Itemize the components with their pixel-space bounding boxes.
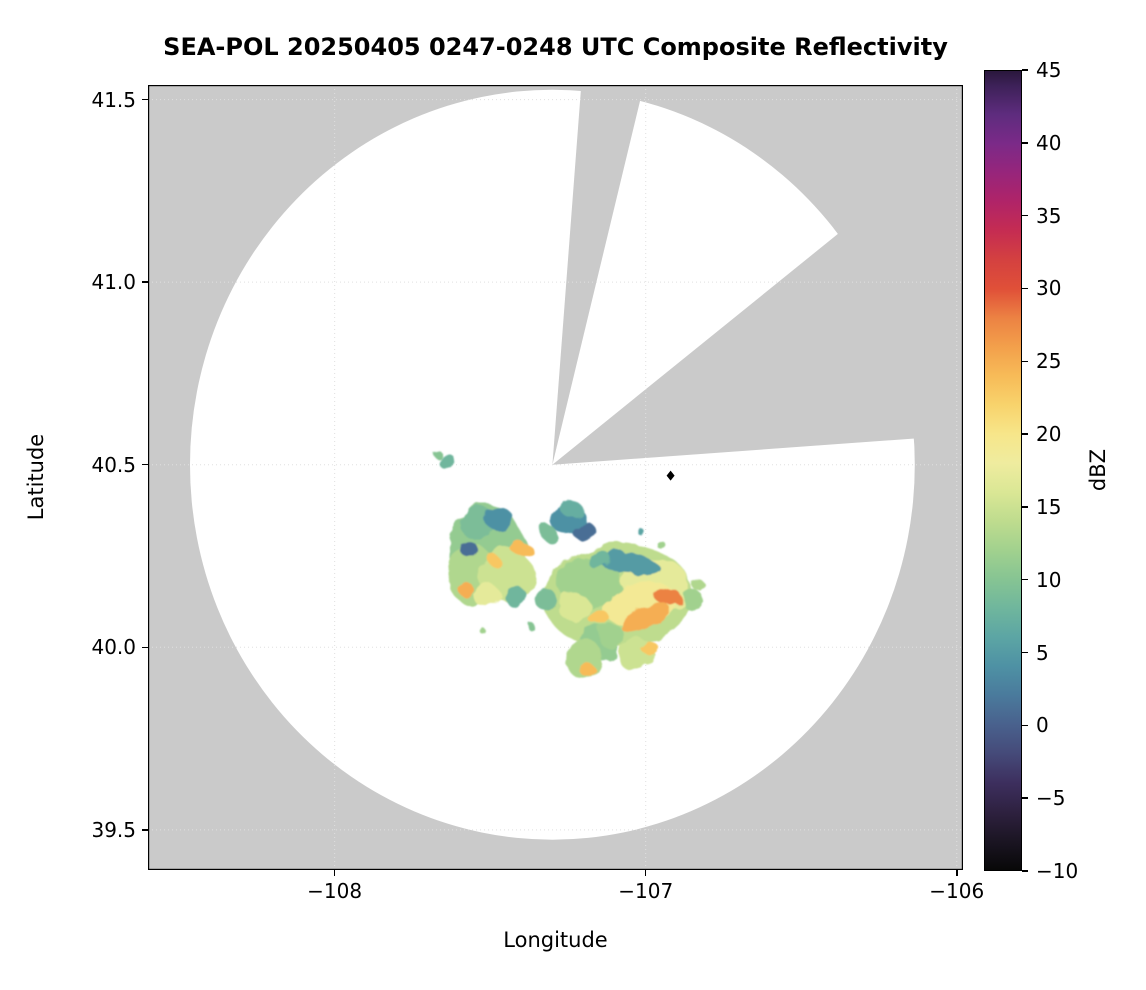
reflectivity-echo bbox=[621, 604, 670, 632]
x-tick-label: −107 bbox=[618, 879, 674, 903]
colorbar-tick-mark bbox=[1022, 651, 1028, 654]
plot-frame bbox=[148, 85, 963, 870]
y-tick-label: 41.5 bbox=[91, 87, 136, 112]
reflectivity-echo bbox=[681, 589, 704, 611]
reflectivity-echo bbox=[596, 553, 659, 573]
reflectivity-echo bbox=[511, 540, 531, 557]
plot-area bbox=[148, 85, 963, 870]
colorbar-label: dBZ bbox=[1086, 448, 1110, 492]
chart-title: SEA-POL 20250405 0247-0248 UTC Composite… bbox=[163, 33, 948, 61]
colorbar-tick-mark bbox=[1022, 360, 1028, 363]
colorbar-tick-label: 30 bbox=[1036, 276, 1062, 301]
x-tick-label: −108 bbox=[307, 879, 363, 903]
y-tick-label: 41.0 bbox=[91, 270, 136, 295]
x-tick-mark bbox=[333, 870, 336, 876]
colorbar-tick-mark bbox=[1022, 433, 1028, 435]
y-axis-label: Latitude bbox=[24, 433, 48, 521]
colorbar-tick-label: 0 bbox=[1036, 713, 1049, 738]
reflectivity-echo bbox=[578, 662, 595, 676]
blocked-sector bbox=[552, 141, 963, 465]
reflectivity-echo bbox=[571, 520, 596, 540]
colorbar-tick-mark bbox=[1022, 142, 1028, 144]
colorbar-tick-mark bbox=[1022, 506, 1028, 508]
reflectivity-echoes bbox=[432, 450, 705, 679]
colorbar-tick-label: 10 bbox=[1036, 567, 1062, 592]
reflectivity-echo bbox=[459, 540, 478, 557]
y-tick-mark bbox=[142, 463, 148, 466]
reflectivity-echo bbox=[588, 610, 610, 626]
reflectivity-echo bbox=[692, 579, 705, 591]
colorbar-tick-label: 45 bbox=[1036, 58, 1062, 82]
reflectivity-echo bbox=[640, 640, 658, 654]
reflectivity-echo bbox=[558, 592, 590, 622]
reflectivity-echo bbox=[535, 588, 558, 611]
colorbar-tick-mark bbox=[1022, 287, 1028, 290]
reflectivity-echo bbox=[529, 625, 538, 633]
colorbar-tick-label: 35 bbox=[1036, 203, 1062, 228]
colorbar bbox=[984, 70, 1022, 871]
reflectivity-echo bbox=[656, 541, 666, 549]
reflectivity-echo bbox=[485, 507, 514, 532]
colorbar-tick-mark bbox=[1022, 870, 1028, 872]
y-tick-label: 40.0 bbox=[91, 635, 136, 660]
colorbar-tick-mark bbox=[1022, 214, 1028, 217]
colorbar-tick-mark bbox=[1022, 724, 1028, 727]
colorbar-tick-label: 20 bbox=[1036, 422, 1062, 447]
colorbar-tick-mark bbox=[1022, 69, 1028, 71]
blocked-sector bbox=[552, 85, 644, 465]
reflectivity-echo bbox=[473, 585, 502, 608]
reflectivity-echo bbox=[436, 455, 457, 467]
colorbar-tick-label: 15 bbox=[1036, 494, 1062, 519]
colorbar-tick-label: 40 bbox=[1036, 130, 1062, 155]
y-tick-mark bbox=[142, 281, 148, 283]
reflectivity-echo bbox=[541, 526, 558, 542]
y-tick-label: 40.5 bbox=[91, 452, 136, 477]
reflectivity-echo bbox=[655, 587, 680, 606]
reflectivity-echo bbox=[504, 585, 526, 607]
y-tick-mark bbox=[142, 646, 148, 649]
y-tick-label: 39.5 bbox=[91, 817, 136, 842]
reflectivity-echo bbox=[483, 550, 504, 569]
colorbar-tick-mark bbox=[1022, 797, 1028, 799]
reflectivity-echo bbox=[560, 500, 582, 517]
y-tick-mark bbox=[142, 829, 148, 831]
radar-site-marker bbox=[666, 470, 675, 481]
reflectivity-echo bbox=[586, 550, 612, 569]
reflectivity-echo bbox=[635, 527, 644, 534]
x-tick-mark bbox=[956, 870, 958, 876]
reflectivity-echo bbox=[599, 623, 624, 650]
reflectivity-echo bbox=[432, 450, 442, 458]
x-tick-label: −106 bbox=[929, 879, 985, 903]
colorbar-tick-label: −5 bbox=[1036, 786, 1066, 811]
colorbar-tick-label: 5 bbox=[1036, 640, 1049, 665]
x-axis-label: Longitude bbox=[503, 928, 608, 952]
x-tick-mark bbox=[644, 870, 647, 876]
reflectivity-echo bbox=[457, 581, 474, 597]
colorbar-tick-mark bbox=[1022, 578, 1028, 581]
radar-plot bbox=[148, 85, 963, 870]
colorbar-tick-label: 25 bbox=[1036, 349, 1062, 374]
y-tick-mark bbox=[142, 98, 148, 101]
reflectivity-echo bbox=[477, 626, 484, 632]
colorbar-tick-label: −10 bbox=[1036, 859, 1079, 883]
